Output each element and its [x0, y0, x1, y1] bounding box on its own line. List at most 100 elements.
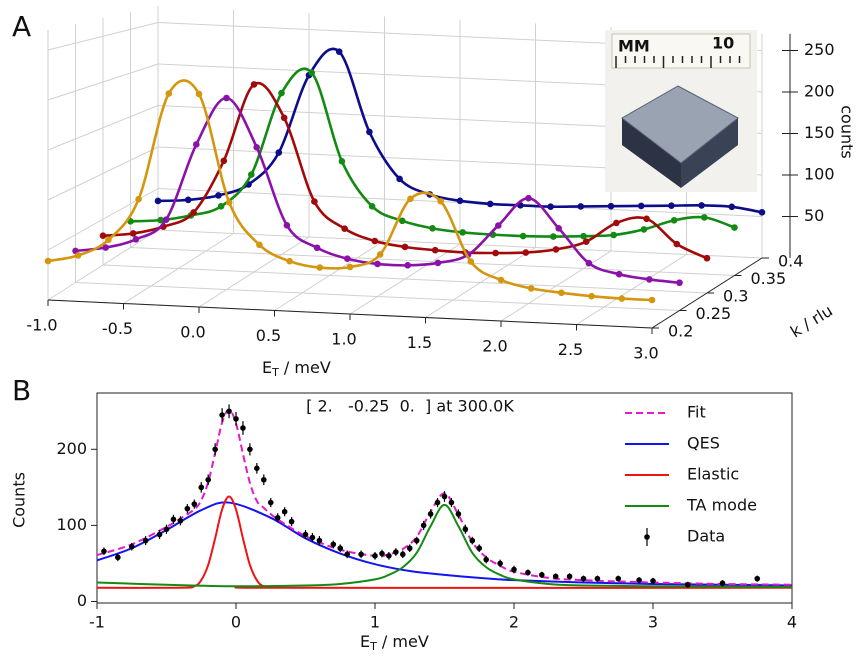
data-point — [256, 241, 263, 249]
k-axis-label: k / rlu — [787, 301, 836, 341]
data-point — [170, 516, 177, 523]
k-tick-label: 0.4 — [778, 252, 803, 271]
data-point — [393, 549, 399, 555]
data-point — [492, 249, 499, 257]
data-point — [337, 545, 344, 552]
data-point — [330, 541, 337, 548]
data-point — [226, 408, 232, 415]
data-point — [406, 545, 413, 552]
legend-swatch — [644, 534, 650, 540]
data-point — [668, 202, 675, 209]
inset-text: 10 — [712, 34, 734, 53]
data-point — [376, 251, 384, 258]
data-point — [640, 226, 648, 233]
data-point — [101, 548, 107, 555]
data-point — [728, 203, 736, 211]
data-point — [676, 279, 683, 287]
data-point — [132, 236, 140, 243]
data-point — [582, 238, 590, 245]
data-point — [344, 255, 351, 263]
data-point — [434, 499, 441, 506]
data-point — [615, 575, 622, 582]
data-point — [184, 505, 191, 512]
data-point — [585, 259, 593, 267]
data-point — [205, 476, 211, 483]
data-point — [247, 446, 253, 453]
y-tick-label: 200 — [56, 439, 87, 458]
data-point — [184, 196, 192, 204]
data-point — [613, 219, 620, 227]
data-point — [427, 511, 434, 517]
data-point — [519, 232, 527, 240]
data-point — [555, 225, 562, 232]
x-tick-label: 0 — [231, 613, 241, 632]
data-point — [594, 575, 601, 582]
data-point — [731, 224, 738, 231]
data-point — [527, 285, 535, 292]
data-point — [441, 493, 448, 500]
data-point — [456, 197, 464, 205]
fit-line — [130, 67, 735, 238]
y-axis-label: Counts — [10, 472, 29, 528]
data-point — [486, 200, 494, 208]
y-tick-label: 100 — [56, 515, 87, 534]
data-point — [105, 236, 112, 244]
data-point — [610, 231, 617, 239]
data-point — [195, 90, 203, 98]
data-point — [309, 534, 316, 541]
data-point — [275, 149, 283, 156]
data-point — [358, 551, 364, 558]
data-point — [190, 209, 197, 216]
data-point — [497, 560, 503, 567]
data-point — [525, 569, 531, 576]
data-point — [102, 244, 109, 251]
data-point — [420, 522, 427, 529]
y-tick-label: 0 — [77, 591, 87, 610]
data-point — [316, 537, 323, 544]
data-point — [135, 195, 142, 203]
data-point — [313, 244, 321, 252]
legend-label: Elastic — [687, 465, 739, 484]
data-point — [522, 249, 530, 256]
z-tick-label: 50 — [804, 206, 824, 225]
data-point — [483, 556, 490, 563]
data-point — [648, 296, 656, 304]
data-point — [539, 572, 545, 578]
data-point — [469, 537, 476, 544]
grid-line — [47, 105, 159, 151]
data-point — [286, 257, 293, 265]
x-tick-label: -1.0 — [26, 316, 57, 335]
x-tick-label: 1 — [370, 613, 380, 632]
data-point — [719, 580, 726, 587]
data-point — [372, 553, 378, 559]
x-tick-label: 0.5 — [256, 326, 281, 345]
data-point — [459, 229, 467, 236]
x-axis-label: ET / meV — [360, 632, 429, 654]
legend-label: QES — [687, 434, 720, 453]
data-point — [280, 114, 288, 122]
data-point — [684, 581, 691, 588]
data-point — [670, 217, 678, 224]
data-point — [462, 526, 469, 532]
panel-label: B — [12, 374, 31, 407]
x-tick-label: -1 — [89, 613, 105, 632]
data-point — [588, 292, 595, 300]
inset-text: MM — [618, 37, 650, 56]
data-point — [448, 499, 455, 506]
grid-line — [102, 264, 708, 294]
data-point — [404, 262, 412, 269]
data-point — [177, 518, 184, 524]
data-point — [250, 81, 258, 88]
x-tick-label: -0.5 — [102, 319, 133, 338]
data-point — [223, 94, 230, 102]
data-point — [316, 264, 324, 271]
grid-line — [130, 247, 735, 276]
x-tick-label: 2.0 — [482, 337, 507, 356]
data-point — [566, 573, 573, 580]
data-point — [341, 225, 348, 232]
data-point — [191, 501, 198, 507]
x-tick-label: 2.5 — [558, 340, 583, 359]
k-tick-label: 0.35 — [751, 269, 787, 288]
